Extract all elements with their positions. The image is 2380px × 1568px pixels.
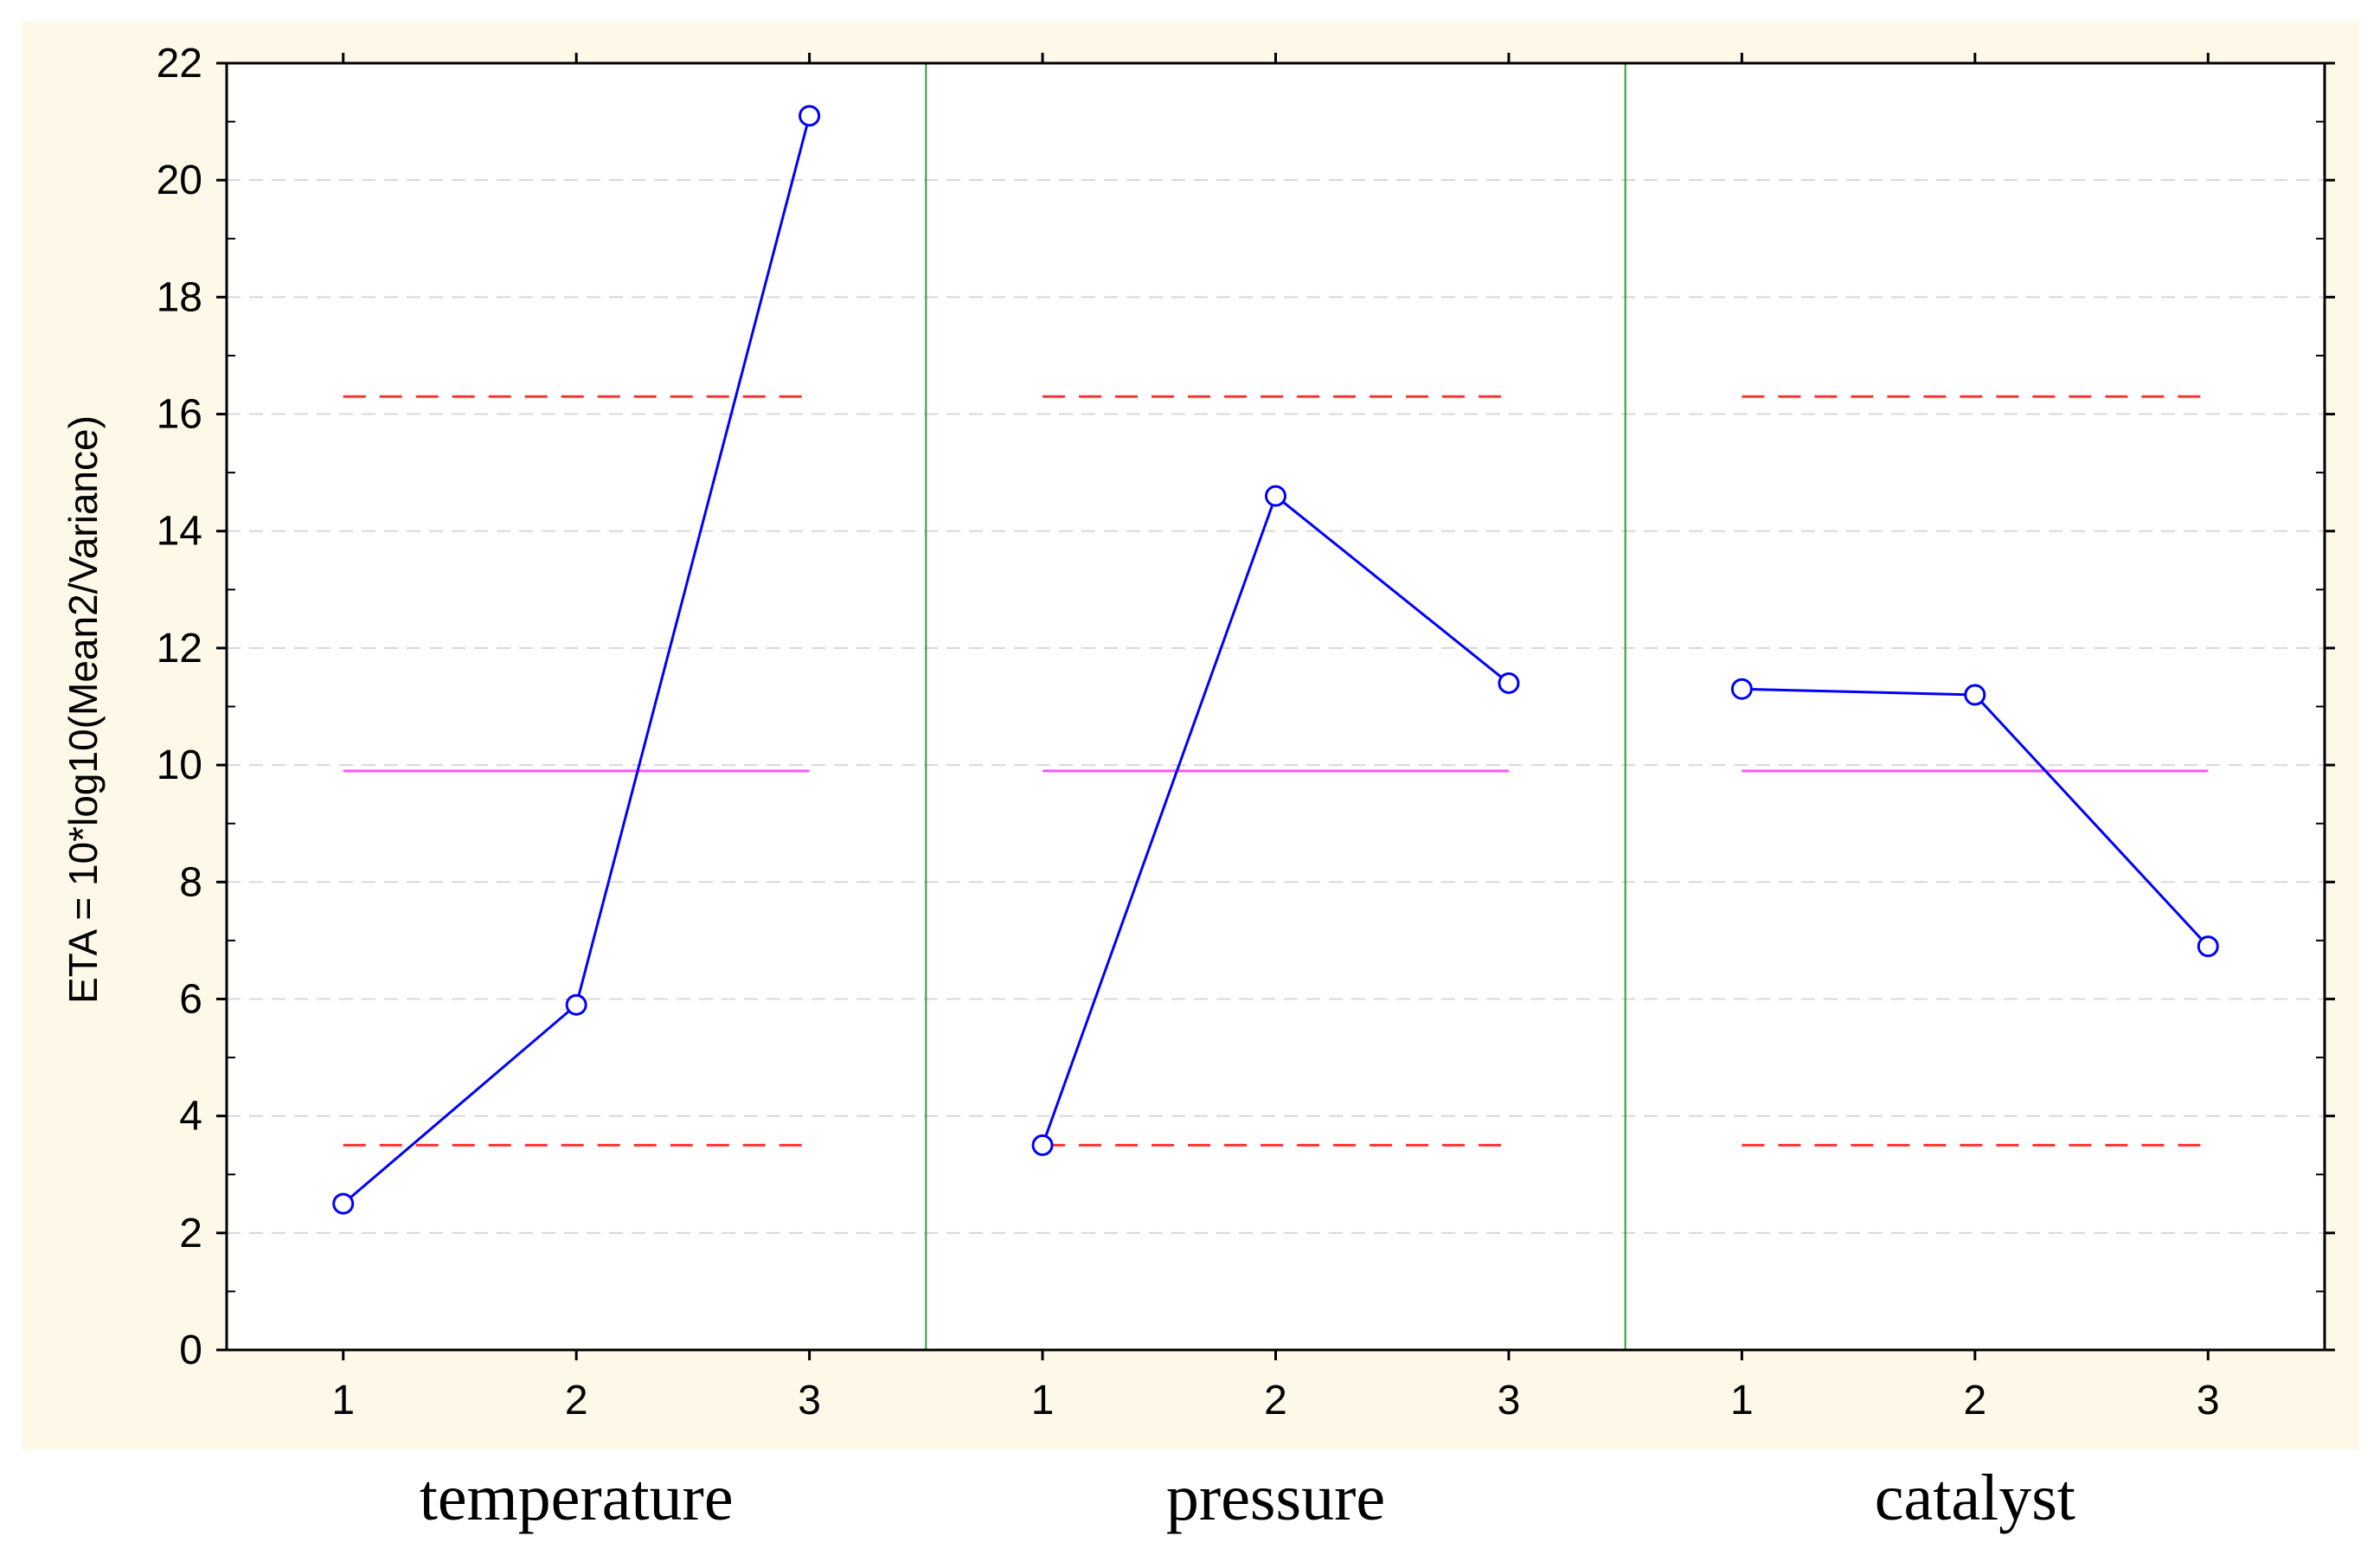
data-point-pressure-3	[1498, 672, 1520, 694]
y-tick-label-22: 22	[157, 41, 202, 87]
x-tick-label-catalyst-1: 1	[1730, 1378, 1754, 1423]
y-tick-label-12: 12	[157, 626, 202, 672]
data-point-temperature-1	[332, 1192, 355, 1215]
factor-label-catalyst: catalyst	[1874, 1462, 2075, 1534]
y-tick-label-8: 8	[179, 859, 202, 905]
reference-lines	[343, 395, 2209, 1147]
factor-label-pressure: pressure	[1165, 1462, 1386, 1534]
x-tick-label-catalyst-3: 3	[2197, 1378, 2220, 1423]
data-point-catalyst-3	[2197, 935, 2219, 958]
x-tick-label-temperature-3: 3	[798, 1378, 821, 1423]
y-tick-label-2: 2	[179, 1211, 202, 1256]
y-tick-label-4: 4	[179, 1094, 202, 1140]
y-tick-label-16: 16	[157, 392, 202, 438]
x-tick-label-pressure-2: 2	[1264, 1378, 1287, 1423]
data-point-catalyst-2	[1964, 684, 1986, 706]
x-tick-label-temperature-1: 1	[331, 1378, 355, 1423]
axes	[216, 53, 2335, 1360]
y-tick-label-18: 18	[157, 274, 202, 320]
y-tick-label-10: 10	[157, 742, 202, 788]
x-tick-label-catalyst-2: 2	[1963, 1378, 1986, 1423]
data-point-catalyst-1	[1730, 678, 1753, 700]
y-tick-label-0: 0	[179, 1327, 202, 1373]
factor-label-temperature: temperature	[419, 1462, 734, 1534]
panel-separators	[925, 63, 1626, 1350]
y-axis-title: ETA = 10*log10(Mean2/Variance)	[61, 415, 106, 1004]
x-tick-label-pressure-1: 1	[1031, 1378, 1055, 1423]
y-tick-label-20: 20	[157, 157, 202, 203]
data-point-pressure-2	[1265, 485, 1286, 507]
data-point-temperature-2	[565, 993, 587, 1016]
y-tick-label-14: 14	[157, 509, 202, 555]
plot-area	[227, 63, 2325, 1350]
data-point-pressure-1	[1031, 1134, 1054, 1156]
data-point-temperature-3	[799, 105, 821, 127]
x-tick-label-temperature-2: 2	[565, 1378, 588, 1423]
x-tick-label-pressure-3: 3	[1498, 1378, 1521, 1423]
y-tick-label-6: 6	[179, 976, 202, 1022]
series-points	[332, 105, 2219, 1215]
